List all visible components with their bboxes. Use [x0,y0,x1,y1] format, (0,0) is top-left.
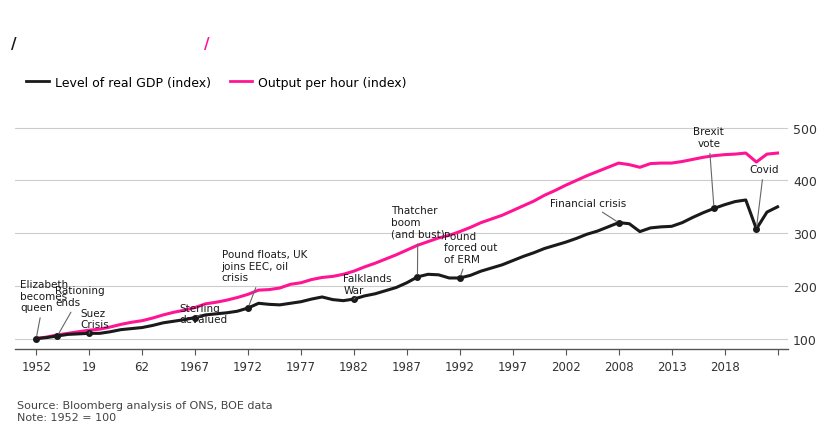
Legend: Level of real GDP (index), Output per hour (index): Level of real GDP (index), Output per ho… [22,72,412,95]
Text: Pound floats, UK
joins EEC, oil
crisis: Pound floats, UK joins EEC, oil crisis [221,249,307,306]
Text: Financial crisis: Financial crisis [550,199,626,222]
Text: Falklands
War: Falklands War [344,273,392,299]
Text: Thatcher
boom
(and bust): Thatcher boom (and bust) [391,206,445,274]
Text: Pound
forced out
of ERM: Pound forced out of ERM [444,231,498,276]
Text: Brexit
vote: Brexit vote [693,127,724,206]
Text: Sterling
devalued: Sterling devalued [179,303,227,325]
Text: Suez
Crisis: Suez Crisis [81,308,110,334]
Text: Covid: Covid [749,165,779,227]
Text: Source: Bloomberg analysis of ONS, BOE data
Note: 1952 = 100: Source: Bloomberg analysis of ONS, BOE d… [17,400,272,422]
Text: Rationing
ends: Rationing ends [55,286,105,334]
Text: /: / [204,37,210,52]
Text: /: / [11,37,17,52]
Text: Elizabeth
becomes
queen: Elizabeth becomes queen [20,279,68,336]
